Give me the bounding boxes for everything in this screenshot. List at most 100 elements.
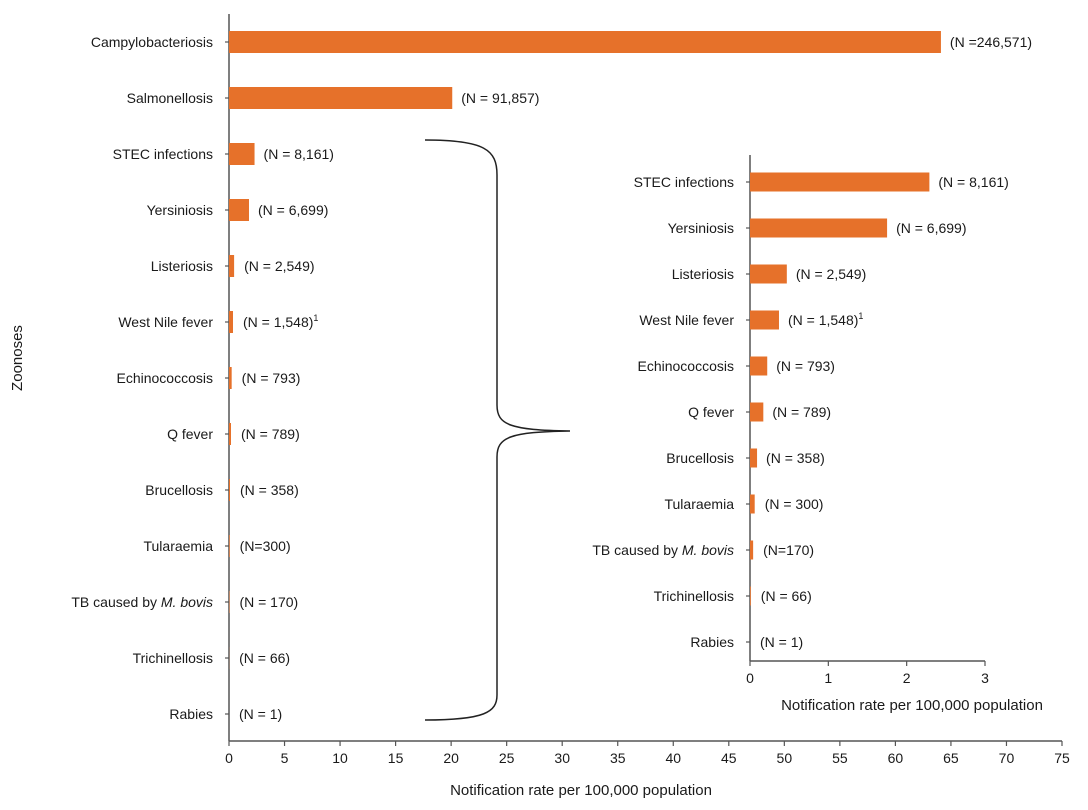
category-label-italic: M. bovis: [161, 594, 213, 610]
category-label: Trichinellosis: [133, 650, 213, 666]
data-label: (N = 1): [760, 634, 803, 650]
data-label-superscript: 1: [313, 313, 318, 323]
bar: [229, 423, 231, 445]
data-label-text: (N=170): [763, 542, 814, 558]
x-tick-label: 20: [443, 750, 459, 766]
data-label: (N=300): [240, 538, 291, 554]
category-label: STEC infections: [634, 174, 734, 190]
data-label: (N =246,571): [950, 34, 1032, 50]
x-tick-label: 3: [981, 670, 989, 686]
data-label-text: (N = 1): [239, 706, 282, 722]
bar: [750, 219, 887, 238]
bar: [750, 449, 757, 468]
data-label: (N = 170): [239, 594, 298, 610]
category-label: Tularaemia: [664, 496, 734, 512]
category-label-text: Listeriosis: [672, 266, 734, 282]
category-label: Rabies: [169, 706, 213, 722]
bar: [229, 255, 234, 277]
x-tick-label: 35: [610, 750, 626, 766]
data-label-text: (N = 66): [761, 588, 812, 604]
data-label: (N = 2,549): [244, 258, 314, 274]
category-label: TB caused by M. bovis: [71, 594, 213, 610]
data-label: (N = 6,699): [896, 220, 966, 236]
data-label-text: (N = 170): [239, 594, 298, 610]
bar: [750, 495, 755, 514]
bar: [229, 535, 230, 557]
data-label-text: (N = 6,699): [896, 220, 966, 236]
data-label-text: (N = 8,161): [938, 174, 1008, 190]
category-label-text: STEC infections: [113, 146, 213, 162]
data-label: (N = 793): [242, 370, 301, 386]
x-tick-label: 25: [499, 750, 515, 766]
category-label: Tularaemia: [143, 538, 213, 554]
category-label: STEC infections: [113, 146, 213, 162]
category-label: Q fever: [688, 404, 734, 420]
category-label-text: Q fever: [688, 404, 734, 420]
x-tick-label: 70: [999, 750, 1015, 766]
x-tick-label: 50: [777, 750, 793, 766]
x-tick-label: 75: [1054, 750, 1070, 766]
bar: [229, 143, 255, 165]
data-label-text: (N = 6,699): [258, 202, 328, 218]
x-tick-label: 30: [554, 750, 570, 766]
category-label-text: Echinococcosis: [117, 370, 214, 386]
category-label-text: Tularaemia: [143, 538, 213, 554]
category-label-text: TB caused by: [592, 542, 682, 558]
data-label: (N=170): [763, 542, 814, 558]
data-label-text: (N = 1,548): [243, 314, 313, 330]
category-label-text: Rabies: [690, 634, 734, 650]
data-label: (N = 789): [772, 404, 831, 420]
data-label-text: (N = 358): [766, 450, 825, 466]
data-label-text: (N=300): [240, 538, 291, 554]
bar: [750, 311, 779, 330]
data-label-text: (N = 358): [240, 482, 299, 498]
x-tick-label: 0: [746, 670, 754, 686]
category-label: Brucellosis: [666, 450, 734, 466]
data-label-text: (N = 300): [765, 496, 824, 512]
bar: [229, 367, 232, 389]
x-tick-label: 40: [665, 750, 681, 766]
data-label-text: (N = 1): [760, 634, 803, 650]
category-label-text: Echinococcosis: [638, 358, 735, 374]
category-label: Listeriosis: [151, 258, 213, 274]
category-label: West Nile fever: [118, 314, 213, 330]
bar: [229, 479, 230, 501]
category-label-text: Campylobacteriosis: [91, 34, 213, 50]
category-label-text: Rabies: [169, 706, 213, 722]
data-label: (N = 1,548)1: [788, 311, 863, 328]
category-label-text: TB caused by: [71, 594, 161, 610]
data-label-text: (N = 793): [242, 370, 301, 386]
bar: [750, 403, 763, 422]
bar: [750, 173, 929, 192]
category-label-text: Trichinellosis: [654, 588, 734, 604]
category-label-text: West Nile fever: [118, 314, 213, 330]
category-label: Trichinellosis: [654, 588, 734, 604]
x-tick-label: 55: [832, 750, 848, 766]
x-tick-label: 10: [332, 750, 348, 766]
x-axis-title: Notification rate per 100,000 population: [450, 782, 712, 799]
y-axis-title: Zoonoses: [9, 325, 26, 391]
data-label: (N = 789): [241, 426, 300, 442]
data-label-text: (N = 2,549): [244, 258, 314, 274]
x-tick-label: 1: [824, 670, 832, 686]
x-axis-title: Notification rate per 100,000 population: [781, 697, 1043, 714]
data-label: (N = 91,857): [461, 90, 539, 106]
category-label-text: Salmonellosis: [127, 90, 213, 106]
x-tick-label: 45: [721, 750, 737, 766]
category-label: Echinococcosis: [638, 358, 735, 374]
category-label-text: Trichinellosis: [133, 650, 213, 666]
category-label: West Nile fever: [639, 312, 734, 328]
x-tick-label: 0: [225, 750, 233, 766]
data-label: (N = 8,161): [264, 146, 334, 162]
category-label: Rabies: [690, 634, 734, 650]
x-tick-label: 60: [888, 750, 904, 766]
category-label-text: STEC infections: [634, 174, 734, 190]
data-label-text: (N = 91,857): [461, 90, 539, 106]
category-label: Brucellosis: [145, 482, 213, 498]
category-label-text: Tularaemia: [664, 496, 734, 512]
data-label: (N = 358): [240, 482, 299, 498]
category-label: Q fever: [167, 426, 213, 442]
